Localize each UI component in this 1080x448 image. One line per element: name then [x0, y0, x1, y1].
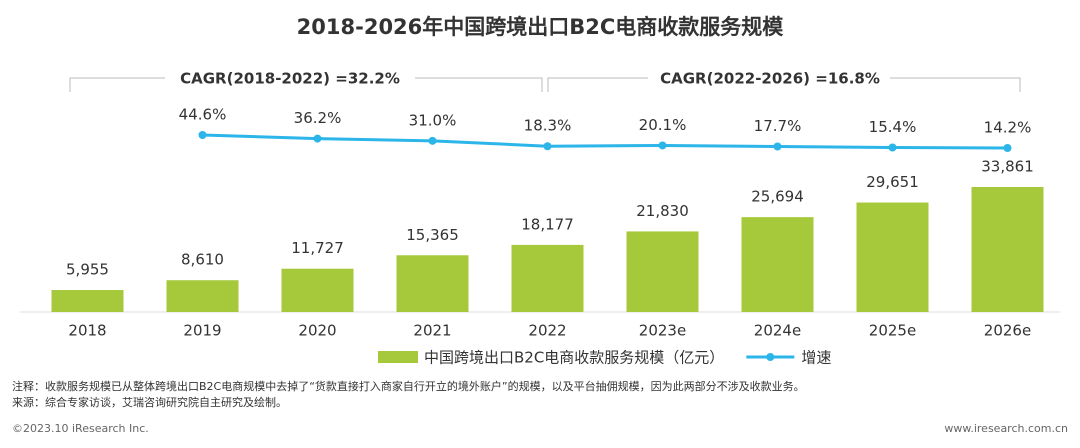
x-tick-label: 2019	[183, 322, 221, 340]
data-label: 36.2%	[294, 109, 342, 127]
note: 来源：综合专家访谈，艾瑞咨询研究院自主研究及绘制。	[12, 395, 287, 409]
data-label: 21,830	[636, 202, 689, 220]
data-label: 44.6%	[179, 106, 227, 124]
legend-label: 中国跨境出口B2C电商收款服务规模（亿元）	[424, 349, 724, 367]
bar	[971, 187, 1044, 312]
data-label: 15,365	[406, 226, 459, 244]
bracket	[547, 77, 648, 92]
bar	[741, 217, 814, 312]
data-label: 20.1%	[639, 116, 687, 134]
bar	[511, 244, 584, 312]
bracket	[69, 77, 165, 92]
bar	[856, 202, 929, 312]
point	[888, 143, 897, 152]
data-label: 14.2%	[984, 119, 1032, 137]
point	[313, 134, 322, 143]
data-label: 8,610	[181, 251, 224, 269]
point	[428, 136, 437, 145]
footer: www.iresearch.com.cn	[944, 422, 1068, 435]
bar	[281, 268, 354, 312]
x-tick-label: 2026e	[984, 322, 1031, 340]
point	[1003, 144, 1012, 152]
x-tick-label: 2020	[298, 322, 336, 340]
data-label: 25,694	[751, 188, 804, 206]
bar	[166, 280, 239, 312]
note: 注释：收款服务规模已从整体跨境出口B2C电商规模中去掉了“货款直接打入商家自行开…	[12, 379, 805, 393]
bar	[51, 290, 124, 312]
brackets	[69, 77, 1021, 92]
data-label: 15.4%	[869, 118, 917, 136]
legend-swatch	[378, 351, 418, 363]
data-label: 5,955	[66, 261, 109, 279]
line	[202, 133, 1008, 150]
x-tick-label: 2024e	[754, 322, 801, 340]
x-tick-label: 2018	[68, 322, 106, 340]
point	[543, 142, 552, 151]
footer: ©2023.10 iResearch Inc.	[12, 422, 149, 435]
legend-label: 增速	[801, 349, 831, 367]
data-label: 31.0%	[409, 111, 457, 129]
bracket	[890, 77, 1021, 92]
x-tick-label: 2022	[528, 322, 566, 340]
legend-swatch	[766, 353, 775, 361]
bar	[626, 231, 699, 312]
point	[658, 141, 667, 150]
x-tick-label: 2025e	[869, 322, 916, 340]
bar	[396, 255, 469, 312]
point	[198, 131, 207, 139]
data-label: 33,861	[981, 158, 1034, 176]
data-label: 29,651	[866, 173, 919, 191]
x-tick-label: 2021	[413, 322, 451, 340]
point	[773, 142, 782, 151]
data-label: 17.7%	[754, 117, 802, 135]
data-label: 11,727	[291, 239, 344, 257]
bracket	[415, 77, 543, 92]
data-label: 18,177	[521, 215, 574, 233]
x-tick-label: 2023e	[639, 322, 686, 340]
annotation: CAGR(2018-2022) =32.2%	[180, 70, 400, 88]
annotation: CAGR(2022-2026) =16.8%	[660, 70, 880, 88]
data-label: 18.3%	[524, 117, 572, 135]
chart-title: 2018-2026年中国跨境出口B2C电商收款服务规模	[297, 15, 785, 39]
